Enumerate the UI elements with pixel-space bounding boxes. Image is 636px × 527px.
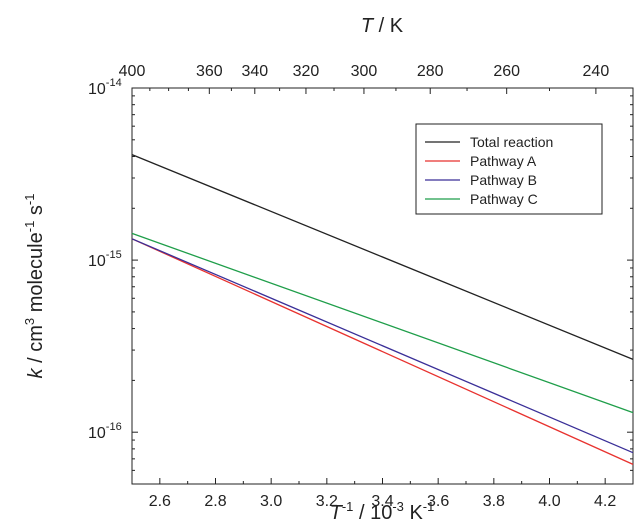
series-lines [131,153,634,465]
legend-label-pathway-c: Pathway C [470,191,538,207]
top-tick-label: 260 [493,63,520,80]
ticks [131,87,634,485]
legend-label-pathway-a: Pathway A [470,153,537,169]
top-tick-label: 340 [241,63,268,80]
top-tick-label: 320 [293,63,320,80]
y-tick-label: 10-15 [88,249,122,270]
legend-label-total-reaction: Total reaction [470,134,553,150]
tick-labels: 2.6 2.8 3.0 3.2 3.4 3.6 3.8 4.0 4.2 400 360 340 320 3… [88,63,616,510]
series-line-pathway-c [131,232,634,414]
x-tick-label: 4.0 [538,493,560,510]
y-tick-label: 10-16 [88,421,122,442]
x-axis-title: T-1 / 10-3 K-1 [330,499,435,524]
series-line-pathway-b [131,238,634,454]
x-tick-label: 3.0 [260,493,282,510]
x-tick-label: 3.8 [483,493,505,510]
series-line-total-reaction [131,153,634,361]
x-tick-label: 4.2 [594,493,616,510]
top-tick-label: 400 [119,63,146,80]
top-axis-title: T / K [361,15,404,37]
x-tick-label: 3.2 [316,493,338,510]
top-tick-label: 360 [196,63,223,80]
top-tick-label: 300 [351,63,378,80]
x-tick-label: 3.6 [427,493,449,510]
x-tick-label: 3.4 [371,493,393,510]
y-axis-title: k / cm3 molecule-1 s-1 [22,194,47,379]
x-tick-label: 2.6 [149,493,171,510]
top-tick-label: 280 [417,63,444,80]
series-line-pathway-a [131,238,634,465]
top-tick-label: 240 [583,63,610,80]
legend: Total reaction Pathway A Pathway B Pathway … [415,123,603,215]
y-tick-label: 10-14 [88,77,122,98]
x-tick-label: 2.8 [204,493,226,510]
legend-label-pathway-b: Pathway B [470,172,537,188]
